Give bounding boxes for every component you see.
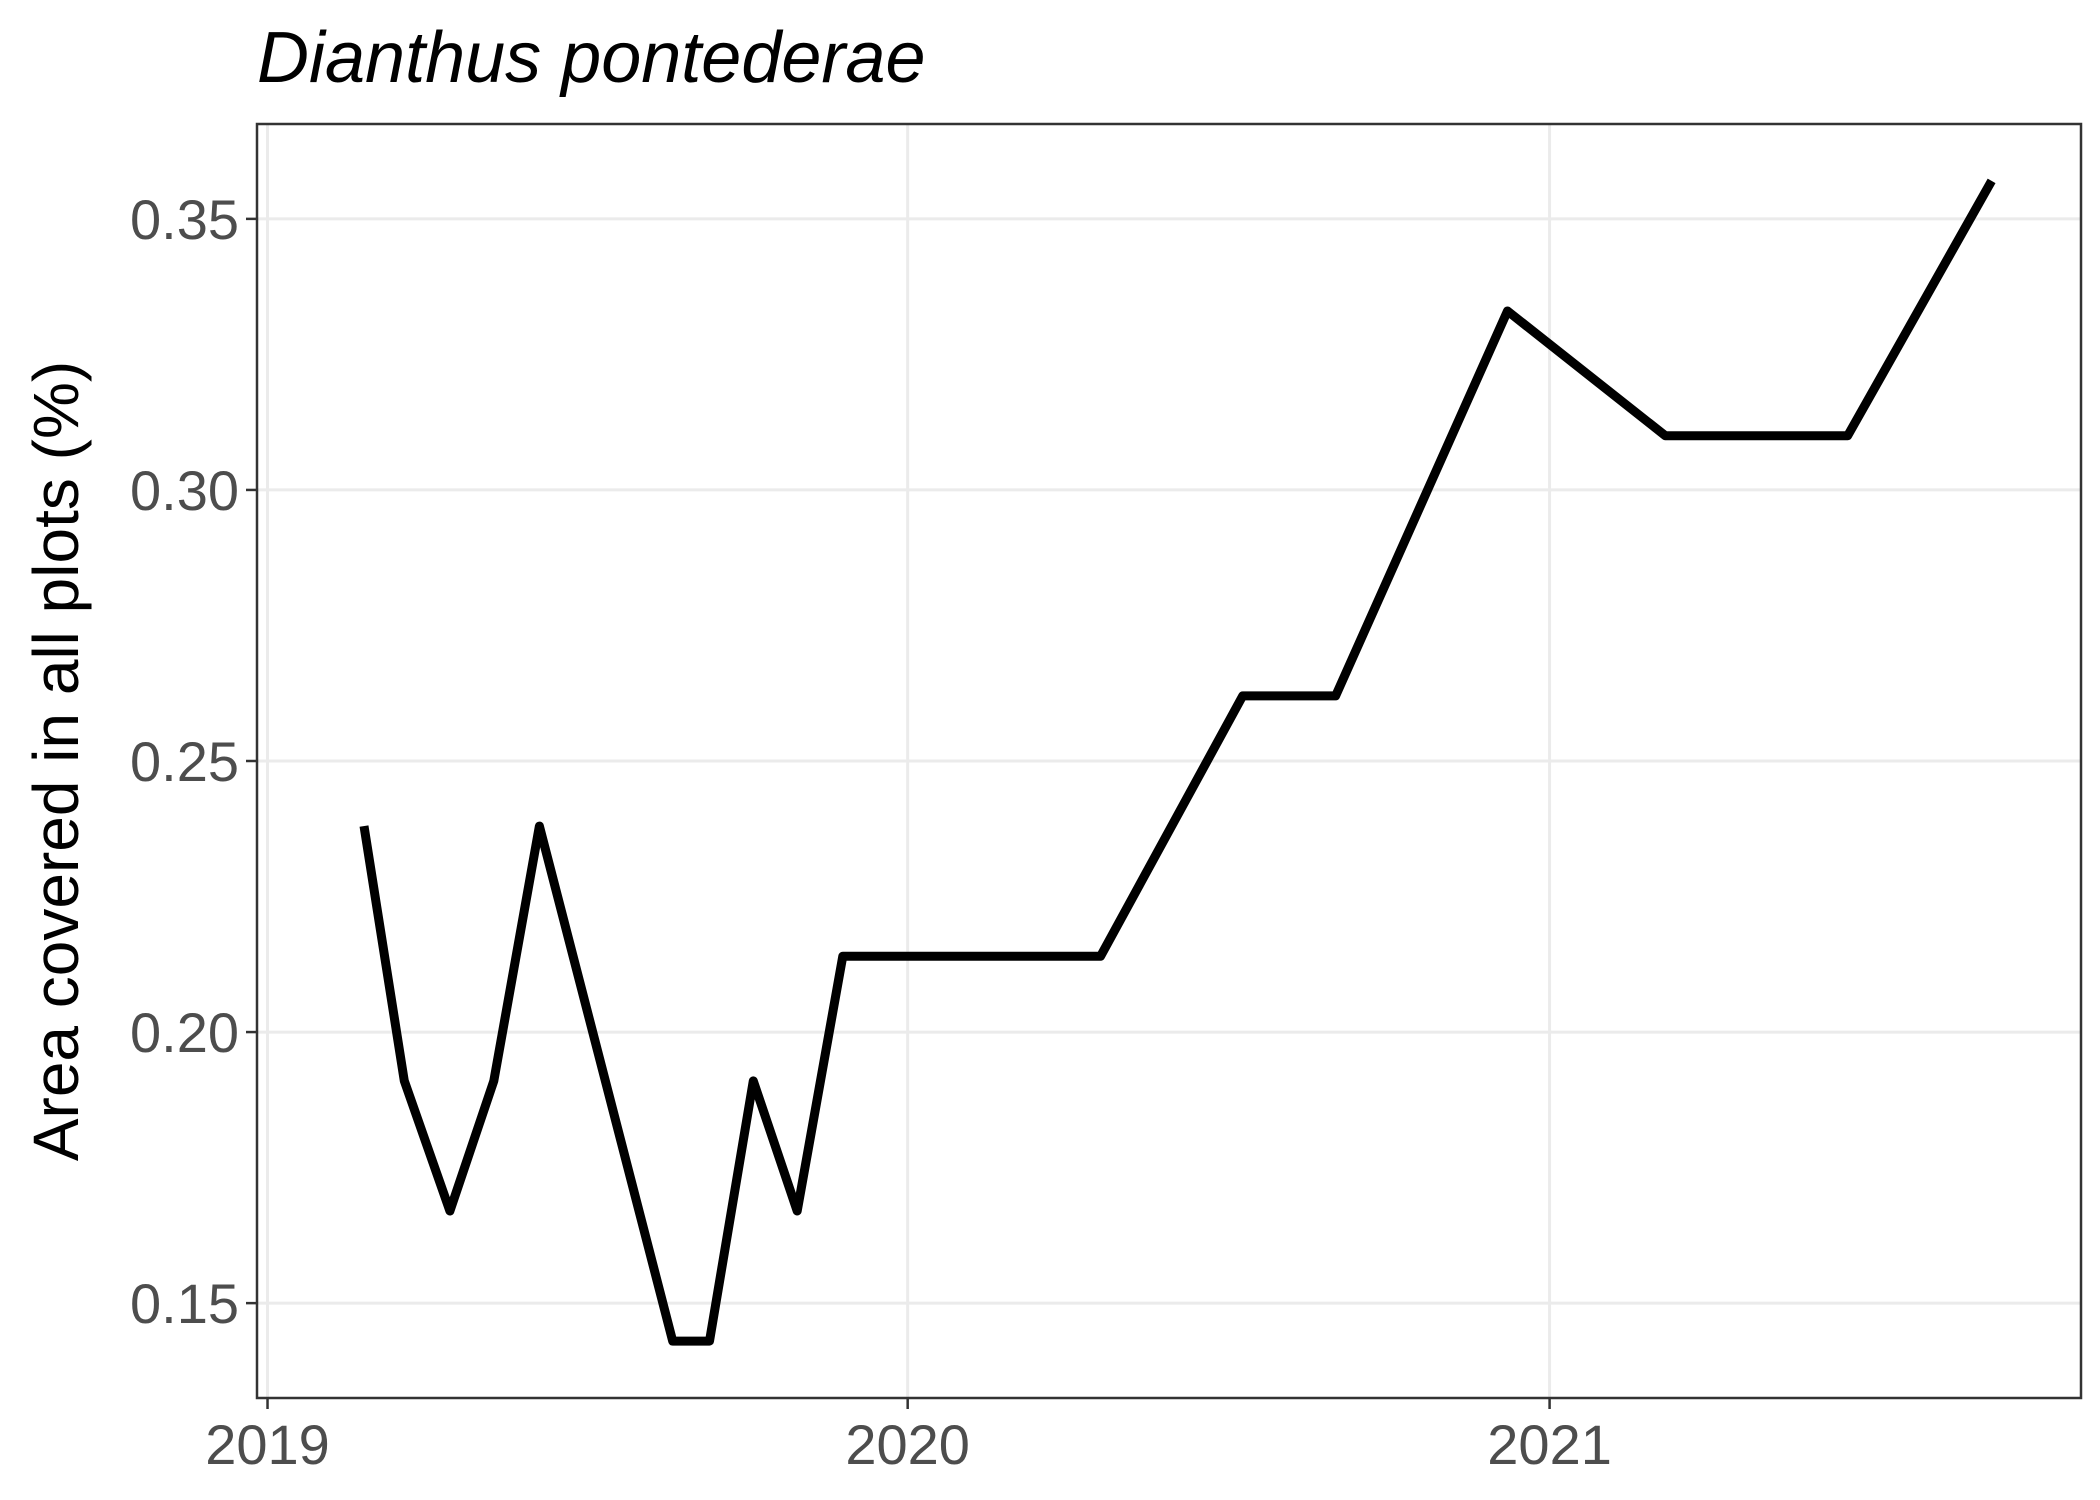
axis-ticks: 0.15 0.20 0.25 0.30 0.35 2019 2020 2021 — [130, 188, 1612, 1476]
series-layer — [359, 178, 1996, 1346]
y-tick-label: 0.20 — [130, 1001, 239, 1064]
chart-title: Dianthus pontederae — [257, 18, 926, 98]
y-tick-label: 0.35 — [130, 188, 239, 251]
grid-lines — [257, 124, 2081, 1398]
x-tick-label: 2020 — [845, 1413, 970, 1476]
x-tick-label: 2021 — [1487, 1413, 1612, 1476]
series-line — [359, 178, 1996, 1346]
y-tick-label: 0.15 — [130, 1272, 239, 1335]
y-axis-label: Area covered in all plots (%) — [20, 361, 92, 1161]
y-tick-label: 0.25 — [130, 730, 239, 793]
x-tick-label: 2019 — [205, 1413, 330, 1476]
y-tick-label: 0.30 — [130, 459, 239, 522]
